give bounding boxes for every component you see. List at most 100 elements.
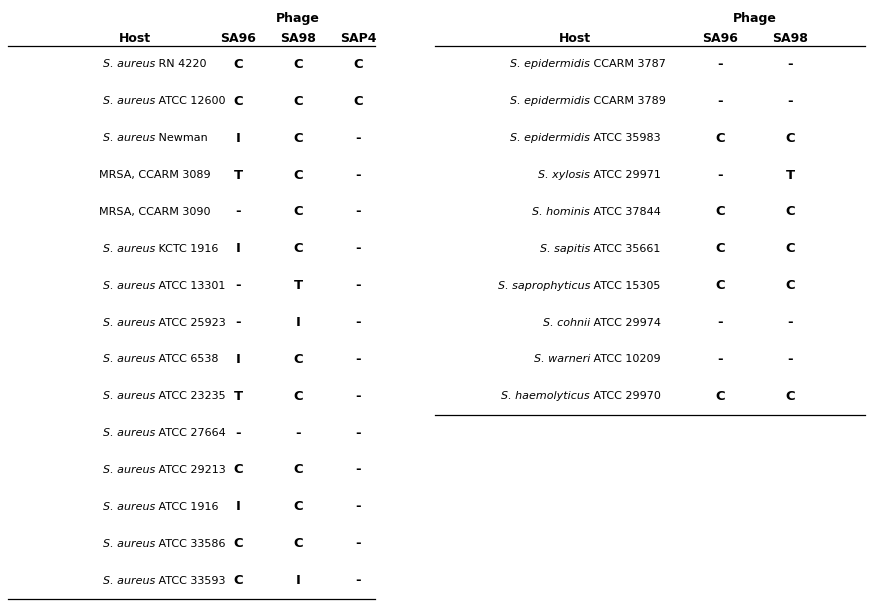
Text: C: C: [293, 169, 303, 181]
Text: I: I: [236, 500, 240, 513]
Text: S. aureus: S. aureus: [103, 428, 155, 438]
Text: SAP4: SAP4: [340, 32, 376, 45]
Text: -: -: [355, 205, 361, 218]
Text: ATCC 29971: ATCC 29971: [590, 170, 661, 180]
Text: ATCC 10209: ATCC 10209: [590, 354, 661, 364]
Text: T: T: [233, 390, 243, 403]
Text: C: C: [233, 574, 243, 587]
Text: S. epidermidis: S. epidermidis: [510, 97, 590, 106]
Text: C: C: [233, 537, 243, 550]
Text: C: C: [354, 95, 363, 108]
Text: ATCC 29213: ATCC 29213: [155, 465, 226, 475]
Text: S. aureus: S. aureus: [103, 318, 155, 327]
Text: -: -: [355, 574, 361, 587]
Text: S. aureus: S. aureus: [103, 391, 155, 401]
Text: -: -: [235, 279, 241, 292]
Text: C: C: [715, 390, 725, 403]
Text: Newman: Newman: [155, 133, 208, 143]
Text: MRSA, CCARM 3089: MRSA, CCARM 3089: [100, 170, 210, 180]
Text: -: -: [787, 58, 793, 71]
Text: ATCC 29970: ATCC 29970: [590, 391, 661, 401]
Text: S. aureus: S. aureus: [103, 465, 155, 475]
Text: ATCC 27664: ATCC 27664: [155, 428, 226, 438]
Text: ATCC 13301: ATCC 13301: [155, 280, 225, 291]
Text: Host: Host: [559, 32, 591, 45]
Text: C: C: [293, 243, 303, 255]
Text: ATCC 29974: ATCC 29974: [590, 318, 661, 327]
Text: C: C: [785, 390, 794, 403]
Text: ATCC 37844: ATCC 37844: [590, 207, 661, 217]
Text: ATCC 35983: ATCC 35983: [590, 133, 661, 143]
Text: -: -: [718, 316, 723, 329]
Text: S. sapitis: S. sapitis: [540, 244, 590, 254]
Text: Phage: Phage: [276, 12, 320, 25]
Text: C: C: [354, 58, 363, 71]
Text: C: C: [293, 464, 303, 477]
Text: -: -: [355, 316, 361, 329]
Text: -: -: [355, 426, 361, 439]
Text: -: -: [787, 95, 793, 108]
Text: C: C: [293, 500, 303, 513]
Text: S. aureus: S. aureus: [103, 280, 155, 291]
Text: CCARM 3787: CCARM 3787: [590, 59, 666, 70]
Text: ATCC 6538: ATCC 6538: [155, 354, 218, 364]
Text: -: -: [235, 316, 241, 329]
Text: C: C: [293, 58, 303, 71]
Text: C: C: [233, 464, 243, 477]
Text: Host: Host: [119, 32, 151, 45]
Text: -: -: [355, 243, 361, 255]
Text: C: C: [293, 131, 303, 145]
Text: S. saprophyticus: S. saprophyticus: [498, 280, 590, 291]
Text: S. haemolyticus: S. haemolyticus: [501, 391, 590, 401]
Text: C: C: [785, 243, 794, 255]
Text: -: -: [787, 316, 793, 329]
Text: -: -: [355, 464, 361, 477]
Text: S. aureus: S. aureus: [103, 539, 155, 549]
Text: -: -: [355, 390, 361, 403]
Text: Phage: Phage: [733, 12, 777, 25]
Text: I: I: [236, 243, 240, 255]
Text: S. xylosis: S. xylosis: [538, 170, 590, 180]
Text: CCARM 3789: CCARM 3789: [590, 97, 666, 106]
Text: ATCC 33586: ATCC 33586: [155, 539, 225, 549]
Text: -: -: [355, 500, 361, 513]
Text: -: -: [718, 353, 723, 366]
Text: -: -: [718, 169, 723, 181]
Text: -: -: [718, 95, 723, 108]
Text: -: -: [355, 169, 361, 181]
Text: S. hominis: S. hominis: [533, 207, 590, 217]
Text: C: C: [233, 58, 243, 71]
Text: -: -: [235, 426, 241, 439]
Text: S. aureus: S. aureus: [103, 244, 155, 254]
Text: ATCC 35661: ATCC 35661: [590, 244, 660, 254]
Text: C: C: [785, 131, 794, 145]
Text: ATCC 23235: ATCC 23235: [155, 391, 225, 401]
Text: -: -: [295, 426, 301, 439]
Text: C: C: [293, 353, 303, 366]
Text: S. aureus: S. aureus: [103, 133, 155, 143]
Text: C: C: [293, 390, 303, 403]
Text: C: C: [233, 95, 243, 108]
Text: T: T: [786, 169, 794, 181]
Text: S. cohnii: S. cohnii: [543, 318, 590, 327]
Text: -: -: [355, 353, 361, 366]
Text: SA96: SA96: [702, 32, 738, 45]
Text: -: -: [787, 353, 793, 366]
Text: MRSA, CCARM 3090: MRSA, CCARM 3090: [100, 207, 210, 217]
Text: I: I: [236, 131, 240, 145]
Text: SA98: SA98: [772, 32, 808, 45]
Text: ATCC 15305: ATCC 15305: [590, 280, 660, 291]
Text: I: I: [236, 353, 240, 366]
Text: S. epidermidis: S. epidermidis: [510, 59, 590, 70]
Text: ATCC 12600: ATCC 12600: [155, 97, 225, 106]
Text: RN 4220: RN 4220: [155, 59, 207, 70]
Text: -: -: [235, 205, 241, 218]
Text: S. aureus: S. aureus: [103, 59, 155, 70]
Text: C: C: [293, 205, 303, 218]
Text: S. epidermidis: S. epidermidis: [510, 133, 590, 143]
Text: -: -: [355, 537, 361, 550]
Text: C: C: [715, 131, 725, 145]
Text: SA96: SA96: [220, 32, 256, 45]
Text: C: C: [715, 205, 725, 218]
Text: SA98: SA98: [280, 32, 316, 45]
